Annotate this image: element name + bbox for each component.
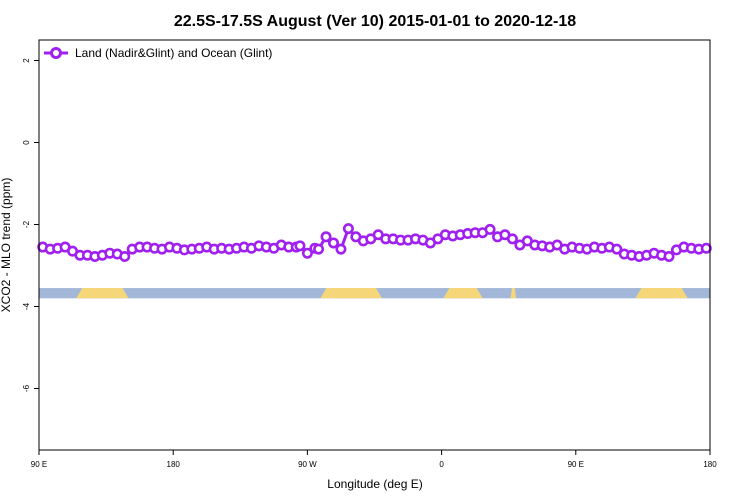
x-tick-label: 0 bbox=[439, 460, 444, 469]
data-point bbox=[119, 250, 131, 262]
data-point bbox=[342, 223, 354, 235]
data-point bbox=[484, 223, 496, 235]
y-tick-label: 2 bbox=[22, 58, 31, 63]
data-point bbox=[320, 231, 332, 243]
chart-title: 22.5S-17.5S August (Ver 10) 2015-01-01 t… bbox=[174, 13, 576, 30]
x-axis-label: Longitude (deg E) bbox=[327, 477, 422, 491]
data-point bbox=[294, 240, 306, 252]
x-tick-label: 90 W bbox=[298, 460, 317, 469]
data-point bbox=[611, 243, 623, 255]
y-tick-label: 0 bbox=[22, 140, 31, 145]
land-segment bbox=[635, 288, 688, 299]
x-axis: 90 E 180 90 W 0 90 E 180 bbox=[31, 450, 717, 469]
land-segment bbox=[510, 288, 517, 299]
y-axis-label: XCO2 - MLO trend (ppm) bbox=[0, 178, 13, 313]
series-layer bbox=[37, 223, 712, 262]
data-point bbox=[663, 250, 675, 262]
y-tick-label: -4 bbox=[22, 302, 31, 310]
data-point bbox=[313, 243, 325, 255]
data-point bbox=[301, 247, 313, 259]
x-tick-label: 90 E bbox=[31, 460, 47, 469]
data-point bbox=[335, 243, 347, 255]
plot-frame bbox=[38, 39, 711, 451]
x-tick-label: 180 bbox=[703, 460, 717, 469]
data-point bbox=[506, 233, 518, 245]
land-segment bbox=[76, 288, 129, 299]
land-segment bbox=[443, 288, 483, 299]
x-tick-label: 180 bbox=[167, 460, 181, 469]
data-point bbox=[327, 237, 339, 249]
y-tick-label: -2 bbox=[22, 220, 31, 228]
land-segment bbox=[320, 288, 382, 299]
legend: Land (Nadir&Glint) and Ocean (Glint) bbox=[44, 46, 272, 60]
y-tick-label: -6 bbox=[22, 384, 31, 392]
y-axis: 2 0 -2 -4 -6 bbox=[22, 58, 39, 392]
surface-bar bbox=[39, 288, 710, 299]
x-tick-label: 90 E bbox=[568, 460, 584, 469]
data-point bbox=[700, 242, 712, 254]
legend-marker bbox=[50, 47, 62, 59]
legend-label: Land (Nadir&Glint) and Ocean (Glint) bbox=[75, 46, 272, 60]
